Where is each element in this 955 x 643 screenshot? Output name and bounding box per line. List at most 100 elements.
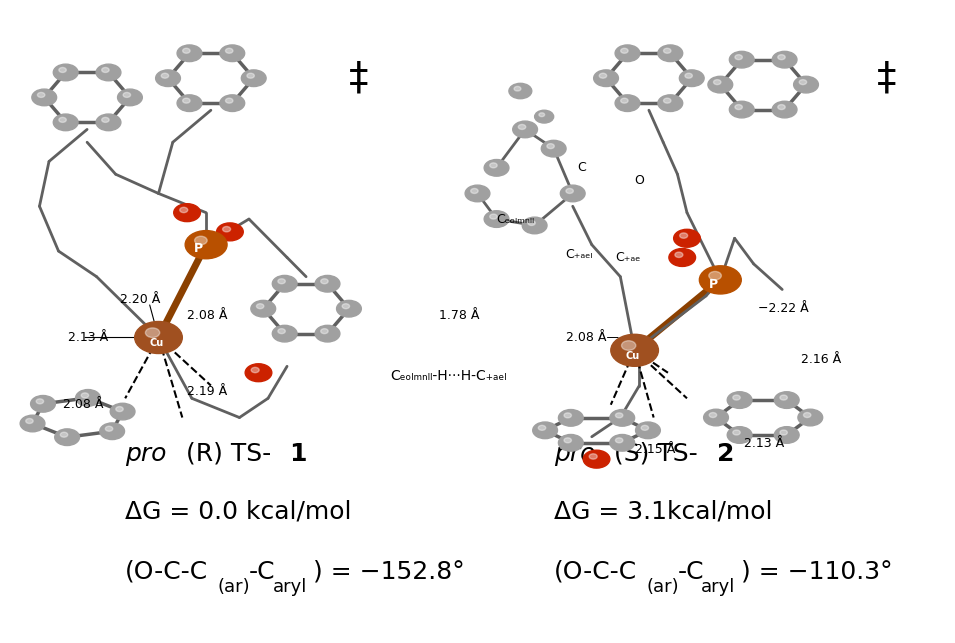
Circle shape (730, 101, 754, 118)
Text: (ar): (ar) (646, 577, 679, 595)
Circle shape (685, 73, 692, 78)
Circle shape (615, 438, 623, 443)
Text: 2.13 Å: 2.13 Å (744, 437, 784, 449)
Circle shape (225, 98, 233, 103)
Circle shape (251, 367, 259, 373)
Text: ) = −152.8°: ) = −152.8° (313, 560, 464, 584)
Circle shape (217, 223, 244, 241)
Circle shape (730, 51, 754, 68)
Circle shape (709, 271, 721, 280)
Circle shape (610, 410, 635, 426)
Circle shape (225, 48, 233, 53)
Text: pro: pro (554, 442, 595, 466)
Text: -C: -C (677, 560, 704, 584)
Circle shape (699, 266, 741, 294)
Circle shape (794, 77, 818, 93)
Text: 2.20 Å: 2.20 Å (120, 293, 160, 305)
Circle shape (185, 231, 227, 258)
Circle shape (75, 390, 100, 406)
Text: 2.08 Å: 2.08 Å (63, 398, 104, 412)
Circle shape (727, 392, 752, 408)
Circle shape (101, 68, 109, 73)
Text: P: P (194, 242, 203, 255)
Circle shape (242, 70, 266, 87)
Circle shape (610, 435, 635, 451)
Circle shape (471, 188, 478, 194)
Text: C₊ₐₑₗ: C₊ₐₑₗ (565, 248, 593, 261)
Circle shape (180, 207, 188, 213)
Circle shape (566, 188, 573, 194)
Circle shape (220, 45, 244, 62)
Circle shape (99, 423, 124, 440)
Circle shape (36, 399, 44, 404)
Circle shape (799, 80, 807, 85)
Circle shape (803, 413, 811, 417)
Circle shape (621, 98, 628, 103)
Circle shape (658, 45, 683, 62)
Circle shape (777, 105, 785, 109)
Circle shape (116, 406, 123, 412)
Circle shape (490, 163, 498, 168)
Circle shape (96, 64, 121, 81)
Circle shape (105, 426, 113, 431)
Text: -C: -C (249, 560, 275, 584)
Text: 1: 1 (289, 442, 307, 466)
Circle shape (54, 429, 79, 446)
Circle shape (584, 450, 610, 468)
Circle shape (547, 143, 554, 149)
Circle shape (704, 409, 729, 426)
Text: aryl: aryl (273, 577, 308, 595)
Circle shape (513, 121, 538, 138)
Text: 2.15 Å: 2.15 Å (635, 443, 675, 456)
Circle shape (465, 185, 490, 202)
Circle shape (732, 430, 740, 435)
Circle shape (272, 275, 297, 292)
Text: Cu: Cu (150, 338, 163, 348)
Circle shape (182, 48, 190, 53)
Circle shape (519, 125, 526, 129)
Circle shape (735, 55, 742, 60)
Circle shape (668, 248, 695, 266)
Circle shape (539, 113, 544, 116)
Circle shape (156, 70, 180, 87)
Circle shape (658, 95, 683, 111)
Text: (ar): (ar) (218, 577, 250, 595)
Circle shape (664, 98, 671, 103)
Text: Cu: Cu (626, 350, 640, 361)
Circle shape (32, 89, 56, 105)
Circle shape (59, 68, 66, 73)
Circle shape (272, 325, 297, 342)
Circle shape (315, 325, 340, 342)
Circle shape (713, 80, 721, 85)
Circle shape (636, 422, 660, 439)
Circle shape (680, 233, 688, 239)
Circle shape (535, 110, 554, 123)
Circle shape (490, 214, 498, 219)
Circle shape (564, 438, 571, 443)
Circle shape (773, 101, 797, 118)
Circle shape (223, 226, 230, 232)
Text: 2.16 Å: 2.16 Å (801, 354, 841, 367)
Circle shape (621, 48, 628, 53)
Circle shape (798, 409, 822, 426)
Circle shape (31, 395, 55, 412)
Circle shape (559, 435, 584, 451)
Circle shape (780, 430, 787, 435)
Text: (R) TS-: (R) TS- (178, 442, 271, 466)
Circle shape (561, 185, 585, 202)
Circle shape (539, 425, 545, 430)
Circle shape (599, 73, 606, 78)
Circle shape (780, 395, 787, 400)
Circle shape (675, 252, 683, 257)
Circle shape (673, 230, 700, 248)
Text: (S) TS-: (S) TS- (606, 442, 698, 466)
Circle shape (611, 334, 658, 367)
Circle shape (509, 84, 532, 99)
Text: −2.22 Å: −2.22 Å (758, 302, 809, 315)
Circle shape (117, 89, 142, 105)
Circle shape (773, 51, 797, 68)
Circle shape (321, 279, 329, 284)
Text: 2.08 Å: 2.08 Å (187, 309, 227, 322)
Text: Cₑₒₗₘₙₗₗ-H···H-C₊ₐₑₗ: Cₑₒₗₘₙₗₗ-H···H-C₊ₐₑₗ (391, 369, 507, 383)
Circle shape (710, 413, 716, 417)
